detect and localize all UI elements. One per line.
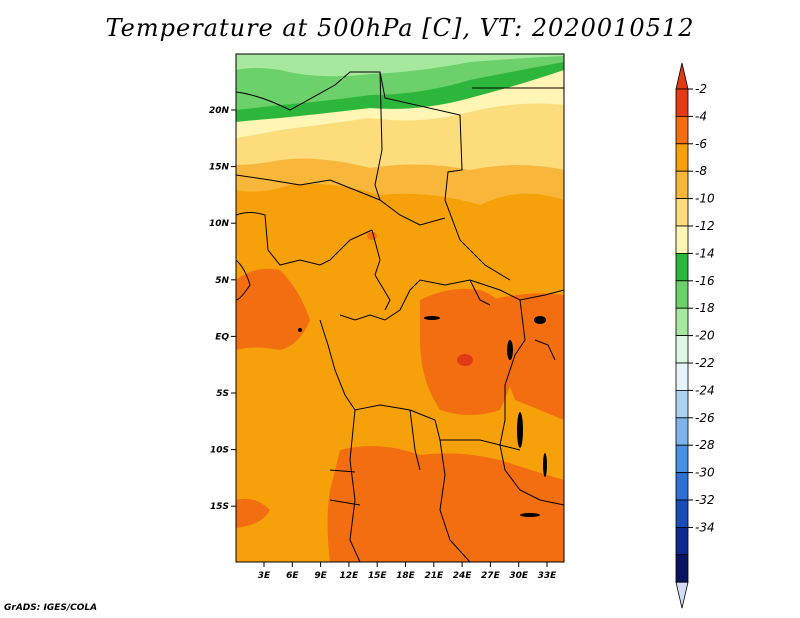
lat-label: 10S [210, 446, 229, 456]
colorbar-label: -16 [695, 274, 715, 288]
lat-label: 5N [215, 276, 229, 286]
colorbar-label: -30 [695, 466, 715, 480]
colorbar-swatch [675, 280, 689, 309]
colorbar-swatch [675, 362, 689, 391]
colorbar-label: -28 [695, 438, 715, 452]
colorbar-label: -20 [695, 329, 715, 343]
colorbar-swatch [675, 143, 689, 172]
footer-credit: GrADS: IGES/COLA [4, 603, 98, 613]
colorbar-label: -14 [695, 246, 715, 260]
lon-label: 3E [258, 571, 271, 581]
lon-label: 33E [538, 571, 558, 581]
lat-label: EQ [215, 332, 229, 342]
map-plot [235, 53, 565, 563]
colorbar-swatch [675, 554, 689, 583]
colorbar-swatch [675, 389, 689, 419]
temp-spot-hot [457, 354, 473, 366]
colorbar-label: -26 [695, 411, 715, 425]
temp-region-south-warm [327, 446, 564, 562]
temp-spot-warm [367, 232, 377, 240]
temp-region-sw-warm [236, 498, 270, 528]
lon-label: 9E [314, 571, 327, 581]
colorbar-swatch [675, 88, 689, 117]
lon-label: 21E [424, 571, 444, 581]
country-borders [236, 71, 564, 562]
colorbar-swatch [675, 444, 689, 474]
colorbar-label: -8 [695, 164, 707, 178]
temp-region-east-warm [490, 293, 564, 420]
longitude-axis: 3E 6E 9E 12E 15E 18E 21E 24E 27E 30E 33E [258, 562, 557, 581]
temp-region-west-warm [236, 268, 310, 350]
colorbar-swatch [675, 335, 689, 364]
colorbar-swatch [675, 198, 689, 227]
colorbar-swatch [675, 252, 689, 282]
lon-label: 15E [368, 571, 388, 581]
colorbar: -2 -4 -6 -8 -10 -12 -14 -16 -18 -20 -22 -24 -26 -28 -3… [675, 62, 715, 609]
latitude-axis: 20N 15N 10N 5N EQ 5S 10S 15S [209, 106, 236, 512]
colorbar-swatch [675, 170, 689, 199]
lon-label: 27E [481, 571, 501, 581]
temp-band-minus18 [236, 54, 564, 77]
colorbar-swatch [675, 225, 689, 254]
lat-label: 20N [209, 106, 230, 116]
lon-label: 24E [453, 571, 473, 581]
colorbar-top-arrow [675, 62, 689, 90]
colorbar-swatch [675, 417, 689, 446]
colorbar-label: -24 [695, 383, 715, 397]
colorbar-label: -22 [695, 356, 715, 370]
lon-label: 18E [396, 571, 416, 581]
lat-label: 10N [209, 219, 230, 229]
colorbar-label: -32 [695, 493, 715, 507]
lat-label: 5S [216, 389, 229, 399]
colorbar-label: -2 [695, 82, 707, 96]
colorbar-label: -34 [695, 520, 715, 534]
lon-label: 6E [286, 571, 299, 581]
colorbar-swatch [675, 499, 689, 528]
colorbar-label: -6 [695, 137, 707, 151]
colorbar-swatch [675, 472, 689, 501]
colorbar-label: -18 [695, 301, 715, 315]
lat-label: 15S [210, 502, 229, 512]
lon-label: 30E [509, 571, 529, 581]
colorbar-swatch [675, 307, 689, 337]
plot-frame [235, 53, 565, 563]
colorbar-label: -4 [695, 109, 707, 123]
lakes [298, 316, 547, 517]
colorbar-swatch [675, 527, 689, 556]
colorbar-label: -12 [695, 219, 715, 233]
colorbar-label: -10 [695, 192, 715, 206]
colorbar-bottom-arrow [675, 581, 689, 609]
map-title: Temperature at 500hPa [C], VT: 202001051… [105, 14, 695, 42]
lon-label: 12E [340, 571, 360, 581]
lat-label: 15N [209, 163, 230, 173]
colorbar-swatch [675, 116, 689, 145]
